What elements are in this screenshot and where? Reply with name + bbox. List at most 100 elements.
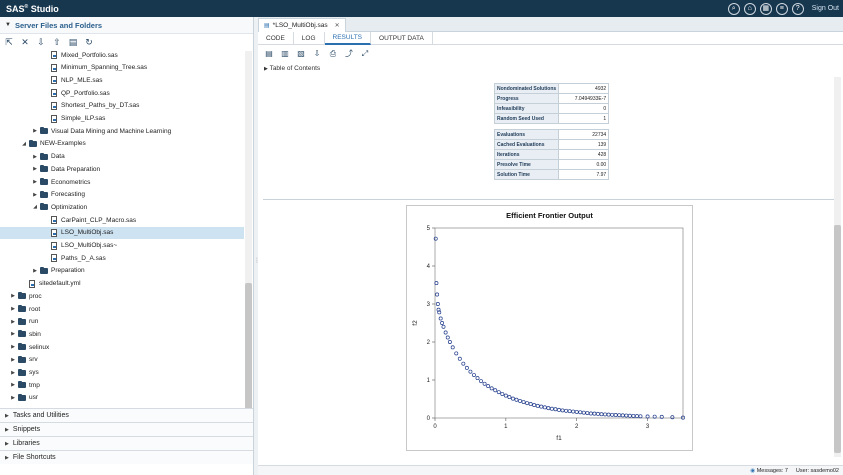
tree-file[interactable]: LSO_MultiObj.sas~ (0, 240, 244, 252)
data-point (435, 302, 440, 306)
tree-folder[interactable]: ▶ run (0, 316, 244, 328)
file-icon (51, 51, 57, 59)
collapsed-icon[interactable]: ▶ (11, 318, 15, 325)
print-icon[interactable]: ⎙ (329, 48, 337, 58)
results-scrollbar[interactable] (834, 77, 841, 457)
properties-icon[interactable]: ▤ (68, 37, 78, 47)
search-icon[interactable]: ⌕ (727, 2, 740, 15)
help-icon[interactable]: ? (791, 2, 804, 15)
tree-folder[interactable]: ▶ Forecasting (0, 189, 244, 201)
expanded-icon[interactable]: ◢ (22, 140, 26, 147)
tree-folder[interactable]: ▶ selinux (0, 341, 244, 353)
close-icon[interactable]: ✕ (334, 23, 340, 29)
editor-subtabs: CODE LOG RESULTS OUTPUT DATA (258, 32, 843, 45)
data-point (445, 335, 450, 340)
upload-icon[interactable]: ⇧ (53, 37, 61, 47)
sign-out-link[interactable]: Sign Out (811, 5, 839, 12)
collapsed-icon[interactable]: ▶ (33, 166, 37, 173)
expand-icon[interactable]: ⤢ (361, 48, 369, 58)
tree-folder[interactable]: ▶ proc (0, 290, 244, 302)
layout-icon[interactable]: ▦ (759, 2, 772, 15)
tree-file[interactable]: Mixed_Portfolio.sas (0, 51, 244, 61)
data-point (645, 414, 650, 419)
collapsed-icon[interactable]: ▶ (33, 179, 37, 185)
tree-file[interactable]: CarPaint_CLP_Macro.sas (0, 214, 244, 226)
section-snippets[interactable]: ▶ Snippets (0, 422, 253, 436)
tree-folder[interactable]: ▶ root (0, 303, 244, 315)
home-icon[interactable]: ⌂ (743, 2, 756, 15)
pdf-export-icon[interactable]: ▥ (281, 48, 289, 58)
data-point (434, 281, 439, 286)
data-point (435, 292, 440, 297)
download-results-icon[interactable]: ⇩ (313, 48, 321, 58)
html-export-icon[interactable]: ▤ (265, 48, 273, 58)
tab-results[interactable]: RESULTS (324, 32, 372, 45)
collapsed-icon[interactable]: ▶ (11, 293, 15, 300)
tree-item-label: Econometrics (51, 178, 91, 186)
tree-file[interactable]: sitedefault.yml (0, 278, 244, 290)
tree-folder[interactable]: ▶ Data (0, 151, 244, 163)
rtf-export-icon[interactable]: ▧ (297, 48, 305, 58)
download-icon[interactable]: ⇩ (37, 37, 45, 47)
file-tab-lso-multiobj[interactable]: ▤ *LSO_MultiObj.sas ✕ (258, 18, 346, 32)
section-file-shortcuts[interactable]: ▶ File Shortcuts (0, 450, 253, 464)
stat-value: 1 (558, 113, 610, 124)
collapsed-icon[interactable]: ▶ (11, 306, 15, 312)
tree-folder[interactable]: ▶ sys (0, 367, 244, 379)
stat-label: Solution Time (493, 169, 560, 180)
collapsed-icon[interactable]: ▶ (33, 191, 37, 198)
tab-code[interactable]: CODE (258, 32, 294, 45)
results-scroll-thumb[interactable] (834, 225, 841, 453)
collapsed-icon[interactable]: ▶ (33, 153, 37, 160)
tree-folder[interactable]: ▶ Visual Data Mining and Machine Learning (0, 125, 244, 137)
program-icon: ▤ (264, 23, 270, 29)
tree-file[interactable]: Minimum_Spanning_Tree.sas (0, 62, 244, 74)
messages-status[interactable]: ◉ Messages: 7 (750, 468, 788, 474)
tree-item-label: Optimization (51, 203, 88, 211)
tab-output-data[interactable]: OUTPUT DATA (371, 32, 433, 45)
pane-sections: ▶ Tasks and Utilities ▶ Snippets ▶ Libraries ▶… (0, 408, 253, 464)
tree-file[interactable]: QP_Portfolio.sas (0, 87, 244, 99)
collapsed-icon[interactable]: ▶ (11, 394, 15, 401)
collapsed-icon[interactable]: ▶ (11, 369, 15, 376)
data-point (464, 365, 469, 370)
tree-folder[interactable]: ▶ Data Preparation (0, 163, 244, 175)
tree-file[interactable]: Paths_D_A.sas (0, 252, 244, 264)
collapsed-icon[interactable]: ▶ (11, 356, 15, 363)
tree-scroll-thumb[interactable] (245, 283, 252, 411)
tree-folder[interactable]: ◢ Optimization (0, 201, 244, 213)
tree-folder[interactable]: ◢ NEW-Examples (0, 138, 244, 150)
table-of-contents-toggle[interactable]: ▶ Table of Contents (264, 65, 320, 72)
data-point (603, 412, 608, 417)
tree-folder[interactable]: ▶ sbin (0, 328, 244, 340)
section-libraries[interactable]: ▶ Libraries (0, 436, 253, 450)
tree-file[interactable]: Shortest_Paths_by_DT.sas (0, 100, 244, 112)
collapsed-icon[interactable]: ▶ (11, 331, 15, 338)
tree-folder[interactable]: ▶ Econometrics (0, 176, 244, 188)
menu-icon[interactable]: ≡ (775, 2, 788, 15)
data-point (500, 392, 505, 397)
collapsed-icon[interactable]: ▶ (11, 382, 15, 389)
server-files-header[interactable]: ▼ Server Files and Folders (0, 17, 253, 34)
delete-icon[interactable]: ✕ (21, 37, 29, 47)
section-tasks-and-utilities[interactable]: ▶ Tasks and Utilities (0, 408, 253, 422)
tree-folder[interactable]: ▶ tmp (0, 379, 244, 391)
new-file-icon[interactable]: ⇱ (5, 37, 13, 47)
tree-file[interactable]: NLP_MLE.sas (0, 74, 244, 86)
collapsed-icon[interactable]: ▶ (33, 128, 37, 135)
stat-value: 22734 (558, 129, 610, 140)
data-point (585, 411, 590, 416)
tab-log[interactable]: LOG (294, 32, 325, 45)
collapsed-icon[interactable]: ▶ (33, 267, 37, 274)
tree-folder[interactable]: ▶ usr (0, 392, 244, 404)
tree-file[interactable]: Simple_ILP.sas (0, 113, 244, 125)
refresh-icon[interactable]: ↻ (85, 37, 93, 47)
tree-folder[interactable]: ▶ Preparation (0, 265, 244, 277)
tree-file[interactable]: LSO_MultiObj.sas (0, 226, 244, 239)
tree-folder[interactable]: ▶ srv (0, 354, 244, 366)
pane-splitter[interactable]: ⋮ (254, 17, 260, 475)
expanded-icon[interactable]: ◢ (33, 204, 37, 211)
graph-icon[interactable]: ⤴ (345, 48, 353, 58)
tree-scrollbar[interactable] (245, 51, 252, 421)
collapsed-icon[interactable]: ▶ (11, 344, 15, 351)
